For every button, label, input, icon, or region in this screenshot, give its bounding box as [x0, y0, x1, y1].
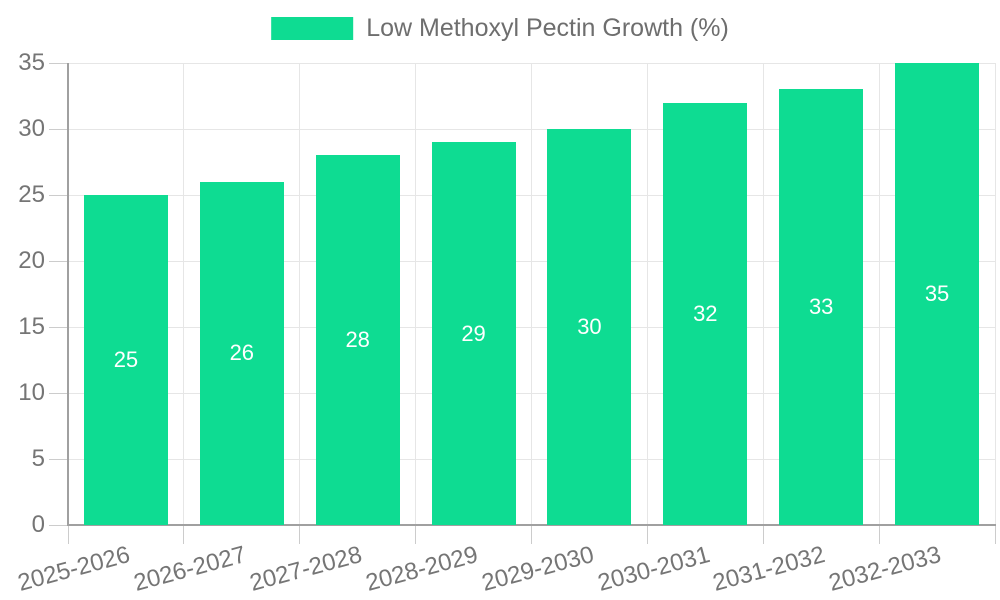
x-axis-tick: [183, 525, 185, 544]
x-category-label-text: 2026-2027: [130, 541, 249, 597]
y-axis-tick: [49, 326, 68, 328]
x-axis-tick: [646, 525, 648, 544]
y-tick-label: 35: [18, 49, 45, 76]
bar[interactable]: 25: [83, 195, 168, 525]
x-category-label-text: 2032-2033: [826, 541, 945, 597]
x-category-label-text: 2027-2028: [246, 541, 365, 597]
gridline-vertical: [299, 63, 301, 525]
bar-value-label: 25: [113, 347, 139, 372]
gridline-vertical: [183, 63, 185, 525]
x-category-label-text: 2029-2030: [478, 541, 597, 597]
y-axis-tick: [49, 524, 68, 526]
x-axis-tick: [415, 525, 417, 544]
x-axis-tick: [299, 525, 301, 544]
gridline-vertical: [878, 63, 880, 525]
y-axis-tick: [49, 62, 68, 64]
y-axis-line: [67, 63, 69, 526]
x-category-label-text: 2031-2032: [710, 541, 829, 597]
bar-value-label: 29: [461, 320, 486, 346]
gridline-vertical: [762, 63, 764, 525]
y-axis-tick: [49, 392, 68, 394]
legend-label: Low Methoxyl Pectin Growth (%): [366, 14, 729, 42]
bar[interactable]: 30: [547, 129, 632, 525]
legend[interactable]: Low Methoxyl Pectin Growth (%): [271, 14, 729, 43]
bar[interactable]: 28: [315, 155, 400, 525]
y-tick-label: 0: [31, 511, 45, 538]
bar[interactable]: 32: [663, 102, 748, 525]
bar-value-label: 33: [808, 294, 834, 320]
y-tick-label: 15: [18, 313, 45, 340]
bar[interactable]: 33: [779, 89, 864, 525]
bar-value-label: 30: [577, 314, 602, 339]
y-axis-tick: [49, 128, 68, 130]
legend-swatch: [271, 17, 354, 40]
y-tick-label: 20: [18, 247, 45, 274]
y-tick-label: 5: [31, 445, 45, 472]
gridline-vertical: [531, 63, 532, 525]
x-axis-tick: [531, 525, 532, 544]
x-axis-tick: [67, 525, 69, 544]
x-category-label-text: 2030-2031: [594, 541, 713, 597]
gridline-vertical: [415, 63, 417, 525]
x-axis-tick: [878, 525, 880, 544]
x-axis-tick: [762, 525, 764, 544]
bar-value-label: 28: [345, 327, 370, 353]
y-axis-tick: [49, 458, 68, 460]
y-tick-label: 30: [18, 115, 45, 142]
x-axis-tick: [994, 525, 996, 544]
bar-value-label: 32: [693, 300, 718, 326]
bar-value-label: 35: [924, 281, 950, 306]
bar[interactable]: 26: [199, 181, 284, 525]
y-tick-label: 25: [18, 181, 45, 208]
y-tick-label: 10: [18, 379, 45, 406]
y-axis-tick: [49, 194, 68, 196]
y-axis-tick: [49, 260, 68, 262]
gridline-vertical: [994, 63, 996, 525]
bar[interactable]: 29: [431, 142, 516, 525]
x-category-label-text: 2028-2029: [362, 541, 481, 597]
bar-value-label: 26: [229, 340, 255, 366]
bar[interactable]: 35: [895, 63, 980, 525]
x-axis-line: [67, 524, 996, 526]
gridline-vertical: [646, 63, 648, 525]
x-category-label-text: 2025-2026: [15, 541, 133, 597]
